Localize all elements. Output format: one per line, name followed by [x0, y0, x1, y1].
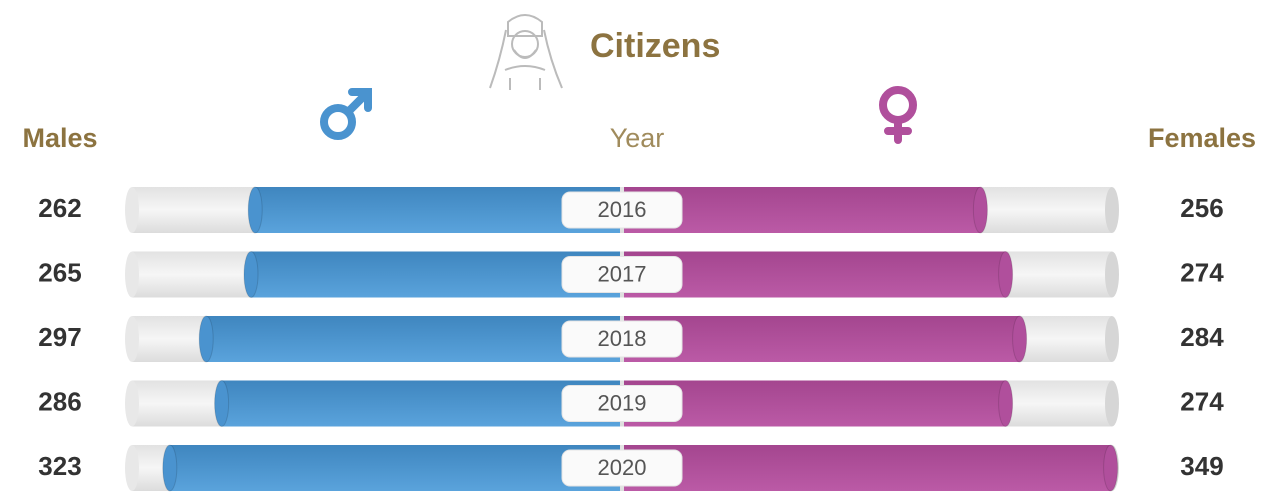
bar [624, 187, 981, 233]
value-label: 274 [1180, 257, 1224, 287]
bar [169, 445, 621, 491]
track-cap [1105, 187, 1119, 233]
bar [221, 380, 620, 427]
value-label: 256 [1180, 193, 1223, 223]
bar [624, 380, 1006, 427]
bar-cap [198, 315, 214, 363]
male-icon [320, 88, 372, 140]
bar [624, 251, 1006, 298]
bar-cap [1012, 315, 1028, 363]
value-label: 262 [38, 193, 81, 223]
year-box [561, 256, 683, 293]
track-cap [1105, 316, 1119, 362]
category-label: 2016 [598, 197, 647, 222]
value-label: 286 [38, 386, 81, 416]
legend-males: Males [22, 123, 97, 153]
bar-cap [998, 380, 1014, 427]
value-label: 297 [38, 322, 81, 352]
value-label: 323 [38, 451, 81, 481]
value-label: 274 [1180, 386, 1224, 416]
track-cap [125, 380, 139, 427]
bar-cap [162, 444, 178, 492]
year-box [561, 191, 683, 229]
value-label: 284 [1180, 322, 1224, 352]
bar-cap [1103, 444, 1119, 492]
category-label: 2017 [598, 261, 647, 286]
category-label: 2019 [598, 390, 647, 415]
track-cap [125, 251, 139, 298]
value-label: 349 [1180, 451, 1223, 481]
track-cap [125, 445, 139, 491]
year-box [561, 449, 683, 487]
category-label: 2018 [598, 326, 647, 351]
bar-cap [972, 186, 988, 234]
track-cap [1105, 251, 1119, 298]
bar-cap [998, 251, 1014, 298]
axis-label: Year [610, 123, 665, 153]
chart-title: Citizens [590, 27, 720, 65]
bar-cap [214, 380, 230, 427]
bar [624, 445, 1111, 491]
bar-cap [243, 251, 259, 298]
track-cap [125, 187, 139, 233]
legend-females: Females [1148, 123, 1256, 153]
bar [251, 251, 620, 298]
track-cap [125, 316, 139, 362]
value-label: 265 [38, 257, 81, 287]
bar [206, 316, 620, 362]
bar [624, 316, 1020, 362]
category-label: 2020 [598, 455, 647, 480]
bar [255, 187, 620, 233]
person-icon [489, 14, 563, 90]
female-icon [879, 86, 917, 144]
year-box [561, 320, 683, 358]
track-cap [1105, 380, 1119, 427]
bar-cap [247, 186, 263, 234]
year-box [561, 385, 683, 422]
